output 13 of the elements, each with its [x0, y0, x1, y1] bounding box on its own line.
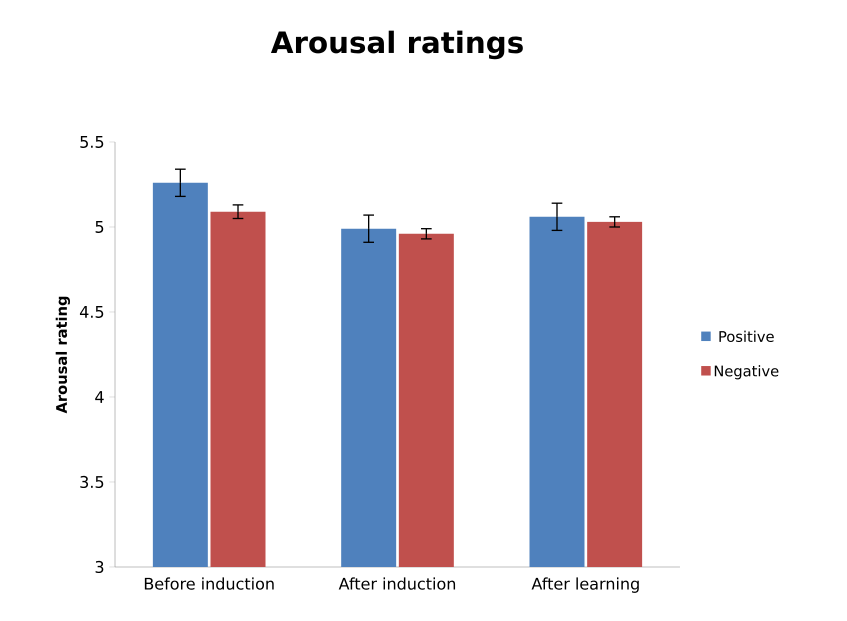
legend-label: Positive: [719, 330, 774, 342]
x-tick-label: Before induction: [144, 577, 274, 590]
x-tick-label: After learning: [532, 577, 639, 593]
y-tick-label: 3.5: [80, 476, 104, 488]
y-tick-label: 5.5: [80, 136, 104, 148]
chart-title: Arousal ratings: [270, 30, 523, 60]
legend-label: Negative: [714, 365, 778, 380]
y-axis-title: Arousal rating: [56, 296, 70, 414]
y-tick-label: 3: [96, 560, 104, 574]
y-tick-label: 4: [95, 391, 104, 403]
x-tick-label: After induction: [338, 577, 456, 590]
y-tick-label: 5: [96, 221, 104, 233]
y-tick-label: 4.5: [80, 306, 104, 318]
